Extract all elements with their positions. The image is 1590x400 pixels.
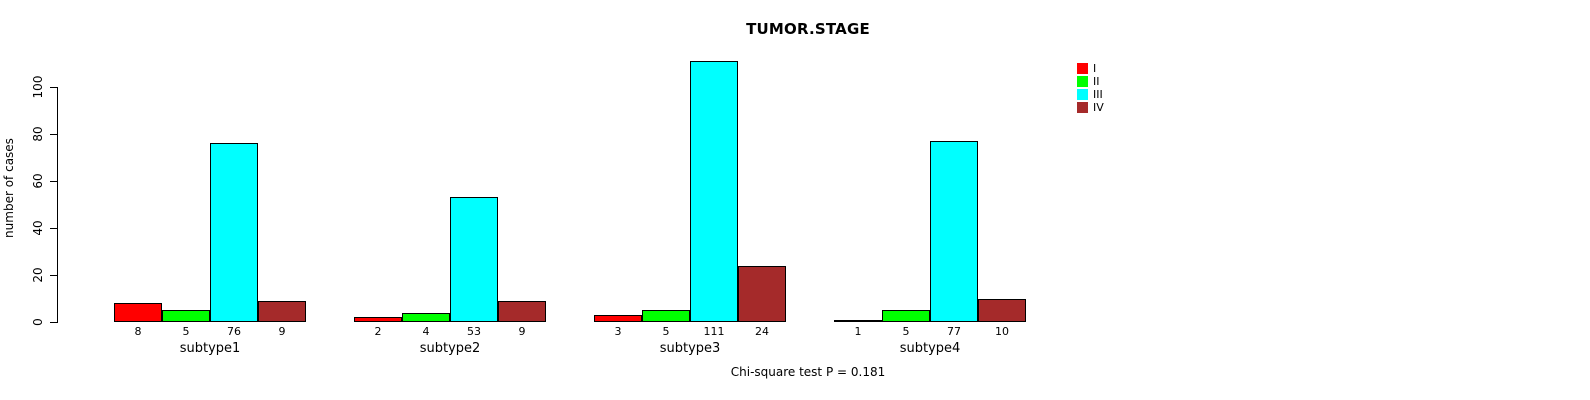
bar-value-label: 111 <box>703 325 725 338</box>
bar-value-label: 4 <box>422 325 430 338</box>
bar-subtype3-II <box>642 310 690 322</box>
x-category-label: subtype4 <box>899 341 961 356</box>
bar-subtype2-I <box>354 317 402 322</box>
bar-value-label: 9 <box>518 325 526 338</box>
bar-value-label: 76 <box>227 325 241 338</box>
bar-value-label: 77 <box>947 325 961 338</box>
legend-swatch-III <box>1077 89 1088 100</box>
bar-subtype2-II <box>402 312 450 322</box>
bar-subtype1-IV <box>258 300 306 322</box>
bar-subtype3-IV <box>738 265 786 322</box>
y-tick-label: 80 <box>31 126 45 142</box>
x-category-label: subtype3 <box>659 341 721 356</box>
legend-label-II: II <box>1093 75 1100 88</box>
y-tick <box>50 180 57 182</box>
y-tick-label: 60 <box>31 173 45 189</box>
legend-swatch-I <box>1077 63 1088 74</box>
bar-subtype2-IV <box>498 300 546 322</box>
y-axis-line <box>57 87 58 323</box>
y-tick <box>50 321 57 323</box>
chart-title: TUMOR.STAGE <box>746 20 870 38</box>
bar-value-label: 5 <box>902 325 910 338</box>
y-tick <box>50 274 57 276</box>
legend-label-III: III <box>1093 88 1103 101</box>
bar-value-label: 1 <box>854 325 862 338</box>
bar-subtype4-II <box>882 310 930 322</box>
bar-subtype3-III <box>690 61 738 322</box>
y-tick-label: 40 <box>31 220 45 236</box>
bar-value-label: 5 <box>662 325 670 338</box>
bar-value-label: 24 <box>755 325 769 338</box>
bar-value-label: 8 <box>134 325 142 338</box>
y-tick <box>50 133 57 135</box>
legend-swatch-IV <box>1077 102 1088 113</box>
bar-value-label: 3 <box>614 325 622 338</box>
bar-value-label: 5 <box>182 325 190 338</box>
chi-square-caption: Chi-square test P = 0.181 <box>730 365 886 379</box>
y-tick-label: 0 <box>31 318 45 326</box>
y-tick-label: 100 <box>31 75 45 99</box>
bar-subtype4-IV <box>978 298 1026 322</box>
bar-subtype4-III <box>930 141 978 322</box>
bar-value-label: 9 <box>278 325 286 338</box>
bar-value-label: 2 <box>374 325 382 338</box>
y-axis-title: number of cases <box>2 138 16 238</box>
bar-subtype2-III <box>450 197 498 322</box>
bar-subtype1-III <box>210 143 258 322</box>
x-category-label: subtype1 <box>179 341 241 356</box>
bar-subtype4-I <box>834 319 882 322</box>
legend-label-I: I <box>1093 62 1097 75</box>
bar-subtype1-II <box>162 310 210 322</box>
y-tick <box>50 86 57 88</box>
bar-subtype1-I <box>114 303 162 322</box>
bar-value-label: 10 <box>995 325 1009 338</box>
y-tick-label: 20 <box>31 267 45 283</box>
legend-swatch-II <box>1077 76 1088 87</box>
legend-label-IV: IV <box>1093 101 1104 114</box>
x-category-label: subtype2 <box>419 341 481 356</box>
bar-subtype3-I <box>594 314 642 322</box>
y-tick <box>50 227 57 229</box>
bar-value-label: 53 <box>467 325 481 338</box>
